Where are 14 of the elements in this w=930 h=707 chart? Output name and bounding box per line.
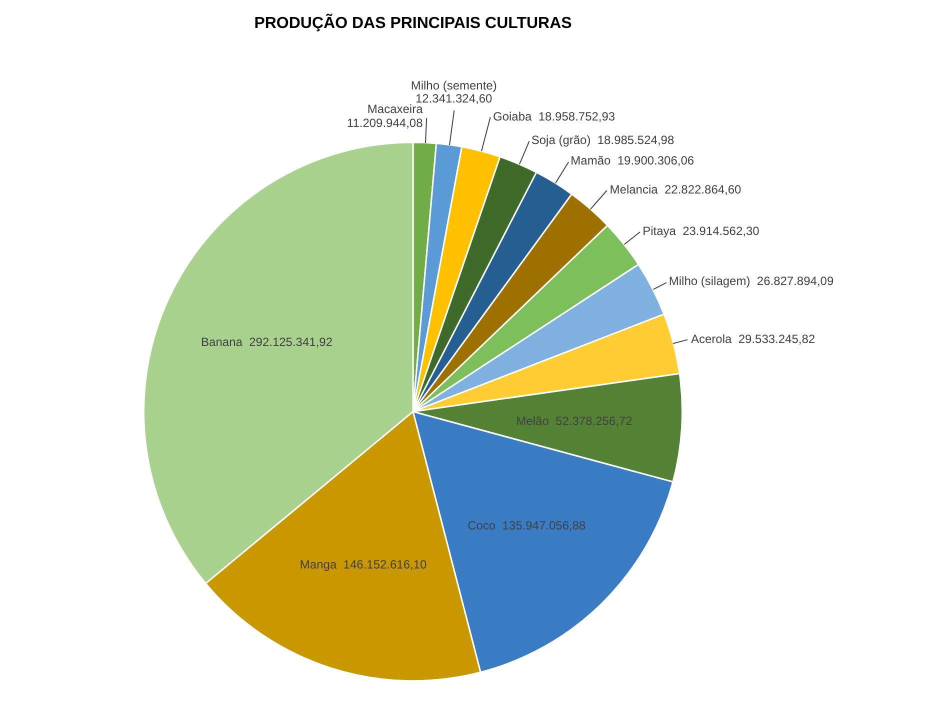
slice-label: Melancia 22.822.864,60 [610, 182, 742, 196]
slice-label: Soja (grão) 18.985.524,98 [531, 133, 674, 148]
slice-label: Acerola 29.533.245,82 [690, 332, 816, 346]
slice-label: Milho (semente) [410, 78, 497, 92]
chart-title: PRODUÇÃO DAS PRINCIPAIS CULTURAS [254, 13, 572, 32]
slice-label: Melão 52.378.256,72 [516, 414, 633, 428]
slice-label: Coco 135.947.056,88 [468, 518, 586, 533]
slice-label: Milho (silagem) 26.827.894,09 [668, 274, 834, 288]
slice-label: Goiaba 18.958.752,93 [493, 110, 616, 124]
slice-label: Banana 292.125.341,92 [201, 335, 333, 350]
slice-label: Pitaya 23.914.562,30 [642, 224, 760, 238]
slice-label: Mamão 19.900.306,06 [570, 154, 694, 168]
slice-label: Manga 146.152.616,10 [300, 558, 428, 572]
data-label: 11.209.944,08 [346, 116, 424, 130]
